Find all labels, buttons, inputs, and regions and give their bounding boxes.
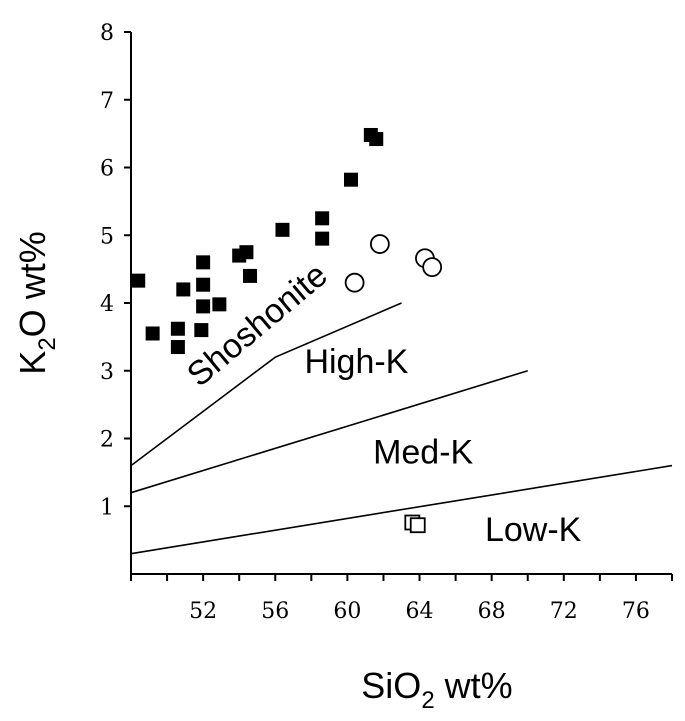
filled-square-point <box>145 326 160 341</box>
filled-square-point <box>170 321 185 336</box>
filled-square-point <box>212 297 227 312</box>
y-tick-label: 3 <box>100 360 114 385</box>
filled-square-point <box>243 268 258 283</box>
x-tick-label: 56 <box>261 599 289 624</box>
filled-square-point <box>344 172 359 187</box>
field-label: High-K <box>304 343 408 381</box>
y-tick-label: 1 <box>100 495 114 520</box>
filled-square-point <box>176 282 191 297</box>
field-label: Med-K <box>373 434 473 472</box>
open-circle-point <box>369 234 390 254</box>
boundary-line <box>130 369 528 494</box>
filled-square-point <box>196 299 211 314</box>
field-label: Low-K <box>485 511 582 549</box>
filled-square-point <box>170 340 185 355</box>
boundary-line <box>130 302 402 467</box>
y-tick-label: 5 <box>100 224 114 249</box>
filled-square-point <box>315 211 330 226</box>
data-points <box>131 127 443 534</box>
filled-square-point <box>131 273 146 288</box>
x-tick-label: 64 <box>406 599 434 624</box>
y-tick-label: 2 <box>100 428 114 453</box>
filled-square-point <box>196 255 211 270</box>
filled-square-point <box>369 132 384 147</box>
open-square-point <box>409 517 426 534</box>
x-tick-label: 60 <box>333 599 361 624</box>
filled-square-point <box>315 231 330 246</box>
y-tick-label: 6 <box>100 157 114 182</box>
boundary-line <box>130 464 673 555</box>
boundary-lines <box>130 302 673 555</box>
x-tick-label: 76 <box>622 599 650 624</box>
open-circle-point <box>344 272 365 293</box>
y-tick-label: 7 <box>100 89 114 114</box>
open-circle-point <box>422 257 443 277</box>
x-tick-label: 52 <box>189 599 217 624</box>
y-axis-title: K2O wt% <box>12 231 61 374</box>
y-tick-label: 8 <box>100 21 114 46</box>
filled-square-point <box>196 277 211 292</box>
x-tick-label: 68 <box>478 599 506 624</box>
x-axis-title: SiO2 wt% <box>361 665 512 714</box>
filled-square-point <box>194 323 209 338</box>
x-tick-label: 72 <box>550 599 578 624</box>
filled-square-point <box>239 245 254 260</box>
y-tick-label: 4 <box>100 292 114 317</box>
filled-square-point <box>275 222 290 237</box>
